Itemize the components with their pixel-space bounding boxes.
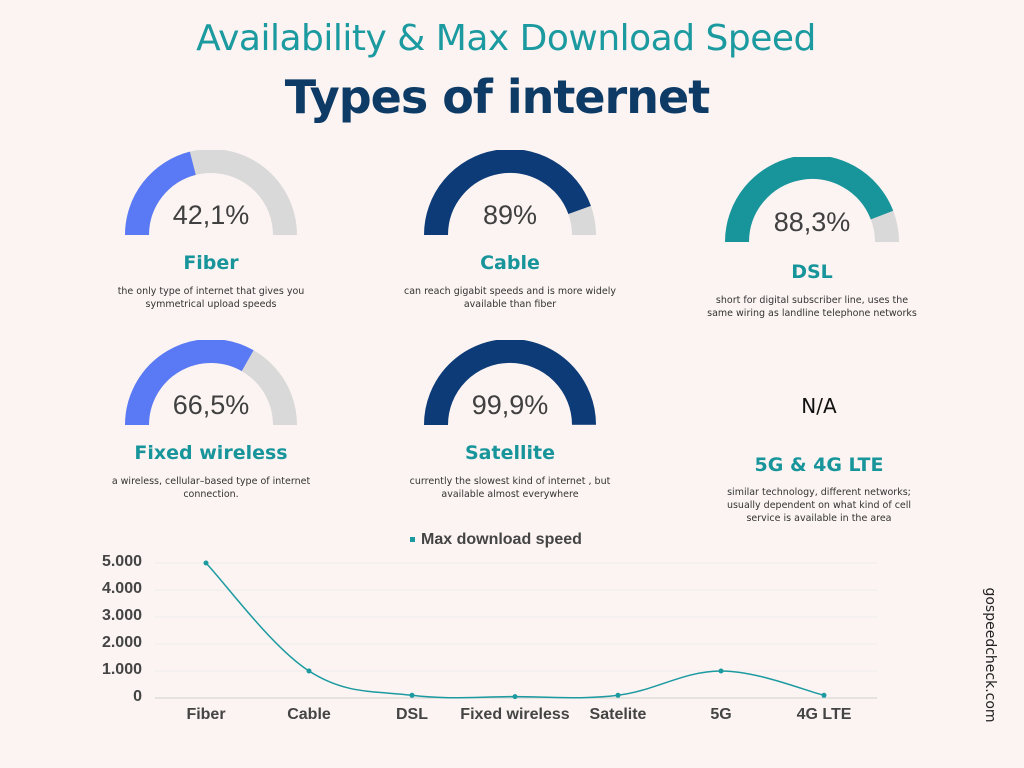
card-dsl: 88,3% DSL short for digital subscriber l… xyxy=(677,157,947,320)
cable-value: 89% xyxy=(482,200,538,230)
y-tick-label: 1.000 xyxy=(101,661,142,678)
card-satellite: 99,9% Satellite currently the slowest ki… xyxy=(375,340,645,501)
x-tick-label: Cable xyxy=(287,706,331,723)
x-tick-label: Fiber xyxy=(186,706,226,723)
data-point xyxy=(306,668,312,674)
fiber-gauge xyxy=(125,150,297,236)
data-point xyxy=(409,692,415,698)
dsl-gauge-arc xyxy=(725,157,894,243)
y-tick-label: 4.000 xyxy=(101,580,142,597)
fiber-desc: the only type of internet that gives you… xyxy=(117,286,305,310)
dsl-value: 88,3% xyxy=(773,207,851,237)
chart-legend: Max download speed xyxy=(410,531,582,549)
y-tick-label: 2.000 xyxy=(101,634,142,651)
y-tick-label: 3.000 xyxy=(101,607,142,624)
fixed-wireless-gauge xyxy=(125,340,297,426)
data-point xyxy=(615,692,621,698)
5g-4g-lte-value: N/A xyxy=(801,394,837,418)
fixed-wireless-desc: a wireless, cellular–based type of inter… xyxy=(111,476,311,500)
satellite-gauge xyxy=(424,340,596,426)
x-tick-label: 5G xyxy=(710,706,732,723)
5g-4g-lte-desc: similar technology, different networks; … xyxy=(726,487,912,524)
card-cable: 89% Cable can reach gigabit speeds and i… xyxy=(375,150,645,311)
data-point xyxy=(203,560,209,566)
series-line xyxy=(205,562,825,699)
y-tick-label: 0 xyxy=(133,688,142,705)
legend-swatch xyxy=(410,537,415,543)
dsl-desc: short for digital subscriber line, uses … xyxy=(707,295,917,319)
dsl-name: DSL xyxy=(791,261,833,283)
x-tick-label: DSL xyxy=(396,706,428,723)
cable-desc: can reach gigabit speeds and is more wid… xyxy=(404,286,616,310)
card-5g-4g-lte: N/A 5G & 4G LTE similar technology, diff… xyxy=(684,394,954,525)
satellite-gauge-arc xyxy=(424,340,596,426)
data-point xyxy=(512,694,518,700)
satellite-desc: currently the slowest kind of internet ,… xyxy=(409,476,611,500)
fixed-wireless-gauge-arc xyxy=(125,340,254,426)
satellite-value: 99,9% xyxy=(471,390,549,420)
x-tick-label: 4G LTE xyxy=(796,706,852,723)
cable-gauge xyxy=(424,150,596,236)
fiber-gauge-arc xyxy=(125,151,197,236)
fiber-name: Fiber xyxy=(183,252,239,274)
page-subtitle: Availability & Max Download Speed xyxy=(196,18,816,59)
x-tick-label: Satelite xyxy=(589,706,647,723)
fixed-wireless-name: Fixed wireless xyxy=(134,442,288,464)
x-tick-label: Fixed wireless xyxy=(460,706,570,723)
card-fixed-wireless: 66,5% Fixed wireless a wireless, cellula… xyxy=(76,340,346,501)
dsl-gauge xyxy=(725,157,899,243)
data-point xyxy=(821,692,827,698)
y-tick-label: 5.000 xyxy=(101,553,142,570)
legend-label: Max download speed xyxy=(421,531,582,548)
cable-name: Cable xyxy=(480,252,540,274)
card-fiber: 42,1% Fiber the only type of internet th… xyxy=(76,150,346,311)
fixed-wireless-value: 66,5% xyxy=(172,390,250,420)
site-watermark: gospeedcheck.com xyxy=(982,587,998,723)
data-point xyxy=(718,668,724,674)
satellite-name: Satellite xyxy=(465,442,555,464)
5g-4g-lte-name: 5G & 4G LTE xyxy=(754,454,884,476)
cable-gauge-arc xyxy=(424,150,591,236)
page-title: Types of internet xyxy=(284,70,710,124)
fiber-value: 42,1% xyxy=(172,200,250,230)
